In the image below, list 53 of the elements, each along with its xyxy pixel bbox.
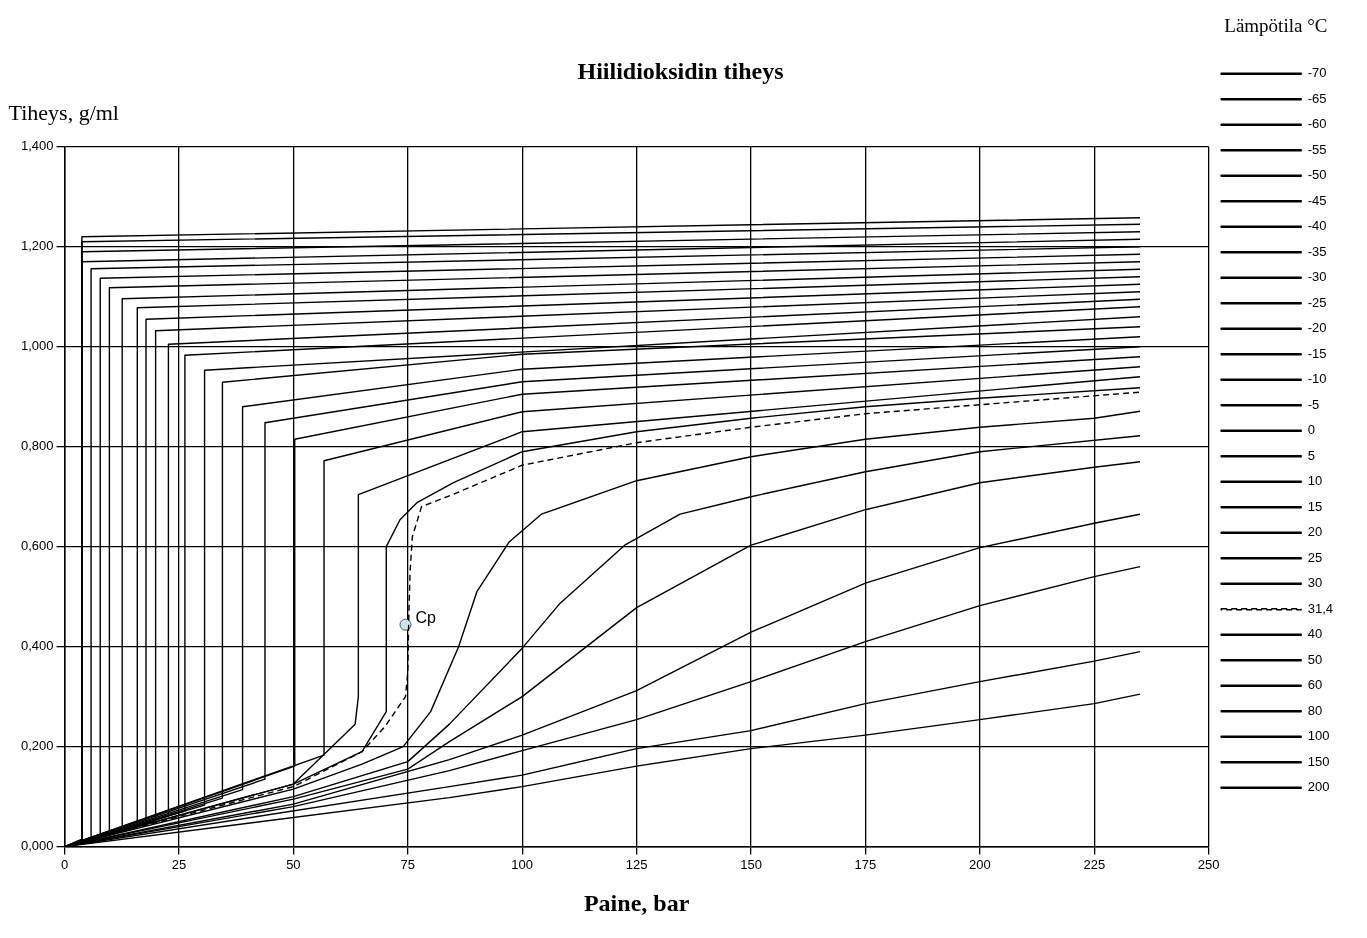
y-tick-label: 0,000 [20,838,54,854]
x-tick-label: 225 [1083,856,1106,872]
text: 15 [1307,498,1323,514]
text: -35 [1307,243,1327,259]
x-tick-label: 0 [60,856,69,872]
annotation: Cp [415,609,437,627]
text: -60 [1307,116,1327,132]
text: 40 [1307,626,1323,642]
x-tick-label: 175 [854,856,877,872]
x-tick-label: 50 [286,856,301,872]
text: -20 [1307,320,1327,336]
text: -40 [1307,218,1327,234]
text: 50 [1307,651,1323,667]
legend-title: Lämpötila °C [1224,15,1328,37]
y-tick-label: 0,800 [20,438,54,454]
text: -10 [1307,371,1327,387]
text: 30 [1307,575,1323,591]
text: 0 [1307,422,1315,438]
y-axis-title: Tiheys, g/ml [8,99,119,125]
text: -70 [1307,65,1327,81]
text: -65 [1307,90,1327,106]
text: 20 [1307,524,1323,540]
x-axis-title: Paine, bar [583,889,690,916]
y-tick-label: 1,400 [20,138,54,154]
text: -15 [1307,345,1327,361]
text: 10 [1307,473,1323,489]
text: -25 [1307,294,1327,310]
y-tick-label: 1,200 [20,238,54,254]
text: -5 [1307,396,1320,412]
x-tick-label: 250 [1197,856,1220,872]
text: -50 [1307,167,1327,183]
text: 25 [1307,549,1323,565]
text: -30 [1307,269,1327,285]
text: 31,4 [1307,600,1334,616]
text: -45 [1307,192,1327,208]
text: -55 [1307,141,1327,157]
chart-title: Hiilidioksidin tiheys [577,57,784,84]
y-tick-label: 0,400 [20,638,54,654]
text: 5 [1307,447,1315,463]
y-tick-label: 0,600 [20,538,54,554]
y-tick-label: 1,000 [20,338,54,354]
x-tick-label: 100 [511,856,534,872]
x-tick-label: 150 [740,856,762,872]
x-tick-label: 75 [400,856,416,872]
text: 200 [1307,779,1330,795]
y-tick-label: 0,200 [20,738,54,754]
x-tick-label: 125 [625,856,648,872]
text: 150 [1307,753,1330,769]
text: 80 [1307,702,1323,718]
x-tick-label: 25 [171,856,187,872]
text: 60 [1307,677,1323,693]
text: 100 [1307,728,1330,744]
x-tick-label: 200 [969,856,991,872]
